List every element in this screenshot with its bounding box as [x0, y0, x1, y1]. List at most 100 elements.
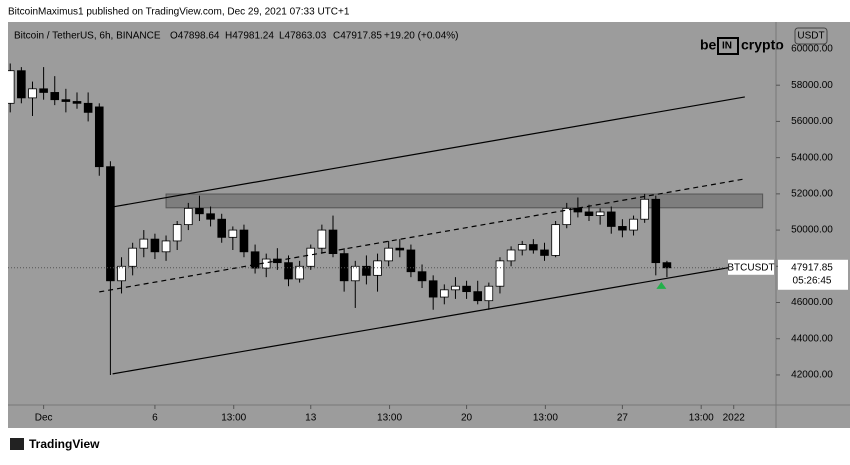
candle-body [284, 262, 293, 280]
candle-body [61, 99, 71, 102]
candle-body [94, 106, 104, 168]
y-tick-label: 52000.00 [791, 188, 833, 199]
candle-body [428, 280, 438, 298]
candle-body [306, 247, 316, 267]
x-tick-label: 2022 [723, 413, 746, 424]
x-tick-label: 20 [461, 413, 473, 424]
candle-body [551, 224, 560, 256]
logo-text: crypto [741, 37, 784, 53]
candle-body [72, 101, 82, 104]
candle-body [640, 198, 649, 220]
y-tick-label: 60000.00 [791, 44, 833, 55]
price-label: 47917.85 [791, 262, 833, 273]
candle-body [317, 229, 327, 249]
candle-body [395, 247, 405, 251]
candle-body [362, 265, 371, 276]
candle-body [417, 271, 427, 282]
candle-body [184, 207, 193, 226]
candle-body [28, 88, 37, 99]
candle-body [651, 198, 661, 264]
candle-body [606, 211, 616, 227]
candle-body [440, 289, 449, 298]
candle-body [462, 285, 471, 293]
candle-body [350, 265, 360, 282]
legend: Bitcoin / TetherUS, 6h, BINANCE O47898.6… [14, 31, 459, 42]
candle-body [584, 211, 594, 216]
chart-background [8, 22, 850, 428]
candle-body [172, 224, 182, 242]
candle-body [495, 260, 505, 287]
candle-body [295, 265, 304, 280]
trend-line [99, 178, 745, 293]
price-label-box [778, 259, 848, 290]
x-tick-label: Dec [35, 413, 53, 424]
candle-body [39, 88, 48, 93]
candle-body [128, 247, 137, 267]
candle-body [517, 244, 527, 251]
candle-body [451, 285, 460, 291]
logo: be IN crypto [700, 37, 784, 55]
x-tick-label: 13:00 [533, 413, 558, 424]
candle-body [106, 166, 115, 282]
candle-body [562, 207, 572, 226]
footer: TradingView [10, 437, 100, 451]
footer-logo [10, 438, 24, 450]
candle-body [595, 211, 605, 216]
candle-body [618, 226, 627, 231]
candle-body [217, 218, 227, 238]
candle-body [117, 265, 126, 282]
x-tick-label: 13:00 [689, 413, 714, 424]
legend-change: +19.20 (+0.04%) [384, 31, 459, 42]
y-tick-label: 44000.00 [791, 333, 833, 344]
candle-body [250, 251, 260, 269]
header: BitcoinMaximus1 published on TradingView… [8, 7, 350, 18]
y-tick-label: 56000.00 [791, 116, 833, 127]
candle-body [384, 247, 393, 262]
countdown-label: 05:26:45 [793, 275, 832, 286]
candle-body [573, 207, 583, 213]
candle-body [484, 285, 494, 302]
currency-button[interactable] [794, 27, 828, 45]
y-tick-label: 46000.00 [791, 297, 833, 308]
x-tick-label: 6 [152, 413, 158, 424]
y-tick-label: 58000.00 [791, 80, 833, 91]
legend-open: O47898.64 [170, 31, 220, 42]
legend-low: L47863.03 [279, 31, 327, 42]
candle-body [662, 262, 672, 269]
candle-body [83, 102, 93, 113]
candle-body [406, 249, 416, 273]
candle-body [339, 253, 349, 282]
currency-label[interactable]: USDT [797, 31, 824, 42]
candle-body [239, 229, 249, 253]
x-tick-label: 27 [617, 413, 629, 424]
candle-body [50, 92, 60, 101]
candle-body [529, 244, 538, 251]
candle-body [629, 218, 638, 231]
legend-high: H47981.24 [225, 31, 274, 42]
x-tick-label: 13:00 [377, 413, 402, 424]
candle-body [228, 229, 238, 238]
candle-body [150, 238, 160, 253]
legend-close: C47917.85 [333, 31, 382, 42]
candle-body [206, 213, 215, 220]
y-tick-label: 50000.00 [791, 225, 833, 236]
candle-body [540, 249, 549, 256]
legend-symbol: Bitcoin / TetherUS, 6h, BINANCE [14, 31, 161, 42]
candle-body [506, 249, 516, 262]
candle-body [139, 238, 149, 249]
symbol-label-box [728, 259, 774, 275]
x-tick-label: 13 [305, 413, 317, 424]
x-tick-label: 13:00 [221, 413, 246, 424]
footer-text: TradingView [29, 437, 100, 451]
logo-text: be [700, 37, 717, 53]
candle-body [161, 240, 171, 253]
candle-body [473, 291, 482, 302]
candle-body [8, 70, 15, 104]
candle-body [17, 70, 26, 99]
logo-text: IN [722, 41, 732, 52]
candle-body [328, 229, 338, 255]
trend-line [112, 264, 745, 375]
y-tick-label: 54000.00 [791, 152, 833, 163]
